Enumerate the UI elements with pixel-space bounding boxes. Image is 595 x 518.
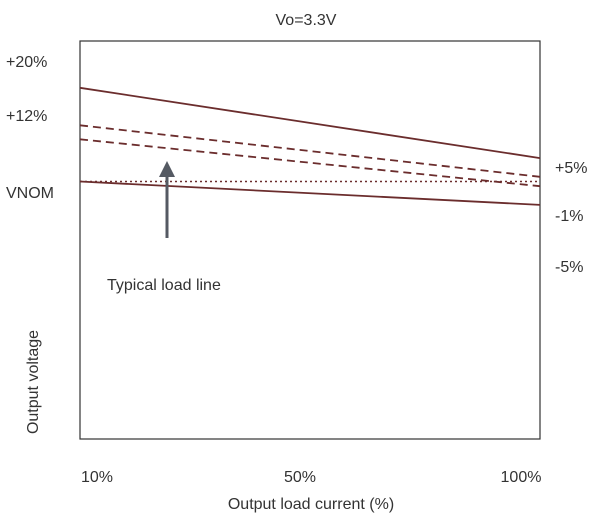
series-line-2 [79, 124, 541, 178]
plot-frame [79, 40, 541, 440]
x-axis-label: Output load current (%) [228, 496, 394, 513]
annotation-text: Typical load line [107, 277, 221, 294]
series-line-5 [79, 180, 541, 206]
y-tick-label-plus20: +20% [6, 54, 47, 71]
right-label-plus5: +5% [555, 160, 587, 177]
x-tick-label-100: 100% [501, 469, 542, 486]
x-tick-label-10: 10% [81, 469, 113, 486]
annotation-arrow [159, 161, 175, 238]
y-tick-label-vnom: VNOM [6, 185, 54, 202]
right-label-minus1: -1% [555, 208, 583, 225]
series-layer [79, 86, 541, 206]
x-tick-label-50: 50% [284, 469, 316, 486]
right-label-minus5: -5% [555, 259, 583, 276]
series-line-1 [79, 86, 541, 159]
chart-title: Vo=3.3V [276, 12, 337, 29]
y-tick-label-plus12: +12% [6, 108, 47, 125]
series-line-3 [79, 138, 541, 188]
y-axis-label: Output voltage [25, 330, 42, 434]
